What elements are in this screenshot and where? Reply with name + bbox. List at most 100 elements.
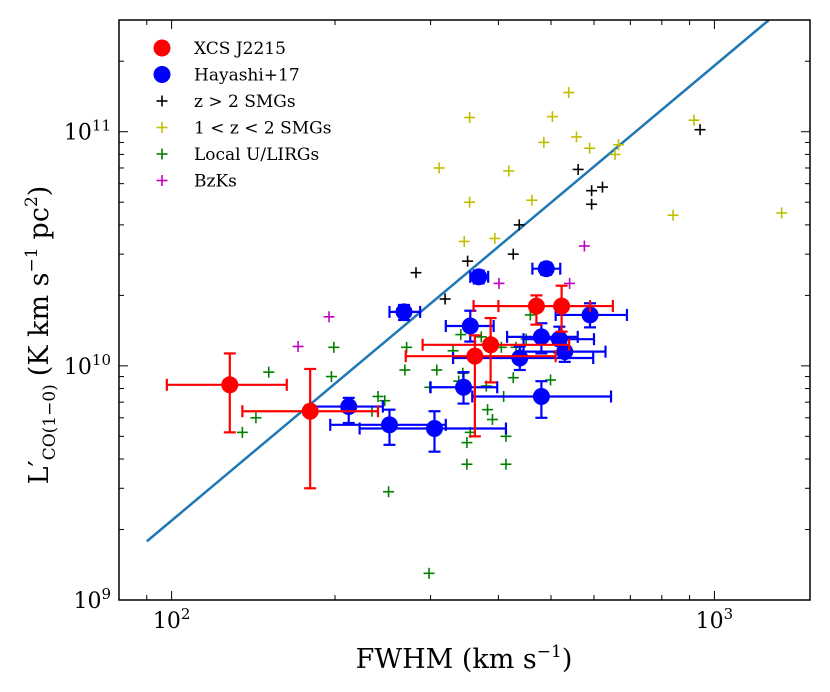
plus-point xyxy=(379,395,391,407)
plus-point xyxy=(586,198,598,210)
legend-label: Hayashi+17 xyxy=(194,66,300,86)
plus-point xyxy=(507,372,519,384)
errorbar-point xyxy=(469,268,490,286)
plus-point xyxy=(572,163,584,175)
errorbar-point xyxy=(165,352,288,434)
x-tick-base: 10 xyxy=(696,609,724,634)
y-tick-exp: 11 xyxy=(92,117,111,135)
plus-point xyxy=(328,341,340,353)
x-tick-label: 103 xyxy=(696,605,734,634)
data-point xyxy=(532,328,550,346)
plus-point xyxy=(546,111,558,123)
legend-entry: 1 < z < 2 SMGs xyxy=(156,119,331,139)
y-axis-label-sup2: 2 xyxy=(22,196,42,207)
y-tick-label: 1010 xyxy=(64,351,111,380)
y-axis-label-pc: pc xyxy=(24,207,55,239)
errorbar-point xyxy=(421,316,571,384)
data-point xyxy=(553,297,571,315)
x-tick-label: 102 xyxy=(153,605,191,634)
errorbar-point xyxy=(531,260,562,278)
legend-entry: XCS J2215 xyxy=(153,39,286,59)
legend-label: Local U/LIRGs xyxy=(194,145,319,165)
x-tick-base: 10 xyxy=(153,609,181,634)
legend-marker xyxy=(156,95,168,107)
plus-point xyxy=(493,277,505,289)
plus-point xyxy=(500,458,512,470)
plus-point xyxy=(486,414,498,426)
legend-marker xyxy=(153,39,171,57)
data-point xyxy=(466,347,484,365)
plus-point xyxy=(538,136,550,148)
data-point xyxy=(482,336,500,354)
y-axis-label: L′CO(1−0) (K km s−1 pc2) xyxy=(22,186,60,485)
plus-point xyxy=(489,232,501,244)
plus-point xyxy=(578,240,590,252)
plus-point xyxy=(323,311,335,323)
plus-point xyxy=(423,567,435,579)
legend-marker xyxy=(156,148,168,160)
plus-point xyxy=(292,340,304,352)
y-axis-label-sup1: −1 xyxy=(22,247,42,272)
data-point xyxy=(340,398,358,416)
x-axis-label-sup: −1 xyxy=(537,642,562,662)
plus-point xyxy=(462,255,474,267)
data-point xyxy=(221,376,239,394)
y-tick-base: 10 xyxy=(64,355,92,380)
y-axis-label-end: ) xyxy=(24,186,55,197)
y-tick-label: 1011 xyxy=(64,117,111,146)
errorbar-point xyxy=(429,371,499,405)
x-axis-label-end: ) xyxy=(562,644,573,675)
y-tick-base: 10 xyxy=(73,589,101,614)
errorbar-point xyxy=(471,380,613,419)
errorbar-point xyxy=(404,334,557,438)
plus-point xyxy=(433,162,445,174)
x-tick-exp: 3 xyxy=(724,605,734,623)
data-point xyxy=(461,317,479,335)
y-tick-exp: 10 xyxy=(92,351,111,369)
plus-point xyxy=(372,390,384,402)
errorbar-point xyxy=(497,284,614,333)
legend: XCS J2215 Hayashi+17 z > 2 SMGs 1 < z < 2 S… xyxy=(153,39,331,192)
fit-line xyxy=(145,20,770,543)
legend-entry: Local U/LIRGs xyxy=(156,145,319,165)
plus-point xyxy=(455,329,467,341)
x-tick-exp: 2 xyxy=(181,605,191,623)
plus-point xyxy=(563,87,575,99)
legend-entry: BzKs xyxy=(156,172,237,192)
plot-frame xyxy=(118,19,811,601)
errorbar-point xyxy=(358,410,508,453)
data-point xyxy=(537,260,555,278)
plus-point xyxy=(688,114,700,126)
plus-point xyxy=(431,364,443,376)
plus-point xyxy=(236,426,248,438)
plus-point xyxy=(464,112,476,124)
errorbar-point xyxy=(388,303,422,322)
plus-point xyxy=(667,209,679,221)
y-tick-base: 10 xyxy=(64,121,92,146)
legend-marker xyxy=(156,122,168,133)
legend-entry: z > 2 SMGs xyxy=(156,92,296,112)
plus-point xyxy=(586,185,598,197)
fit-line-layer xyxy=(145,20,770,543)
plus-point xyxy=(570,131,582,143)
plus-point xyxy=(482,404,494,416)
data-point xyxy=(532,387,550,405)
plus-point xyxy=(613,139,625,151)
legend-label: BzKs xyxy=(194,172,237,192)
plus-point xyxy=(263,366,275,378)
y-tick-label: 109 xyxy=(73,585,111,614)
plus-point xyxy=(513,219,525,231)
legend-marker xyxy=(156,175,168,186)
plus-point xyxy=(545,374,557,386)
legend-label: 1 < z < 2 SMGs xyxy=(194,119,331,139)
data-point xyxy=(581,306,599,324)
plus-point xyxy=(383,486,395,498)
plus-point xyxy=(461,458,473,470)
y-axis-label-main: L′ xyxy=(24,460,55,484)
x-axis-label: FWHM (km s−1) xyxy=(356,642,573,675)
plus-point xyxy=(250,412,262,424)
plus-point xyxy=(564,277,576,289)
data-point xyxy=(395,303,413,321)
legend-label: XCS J2215 xyxy=(194,39,286,59)
